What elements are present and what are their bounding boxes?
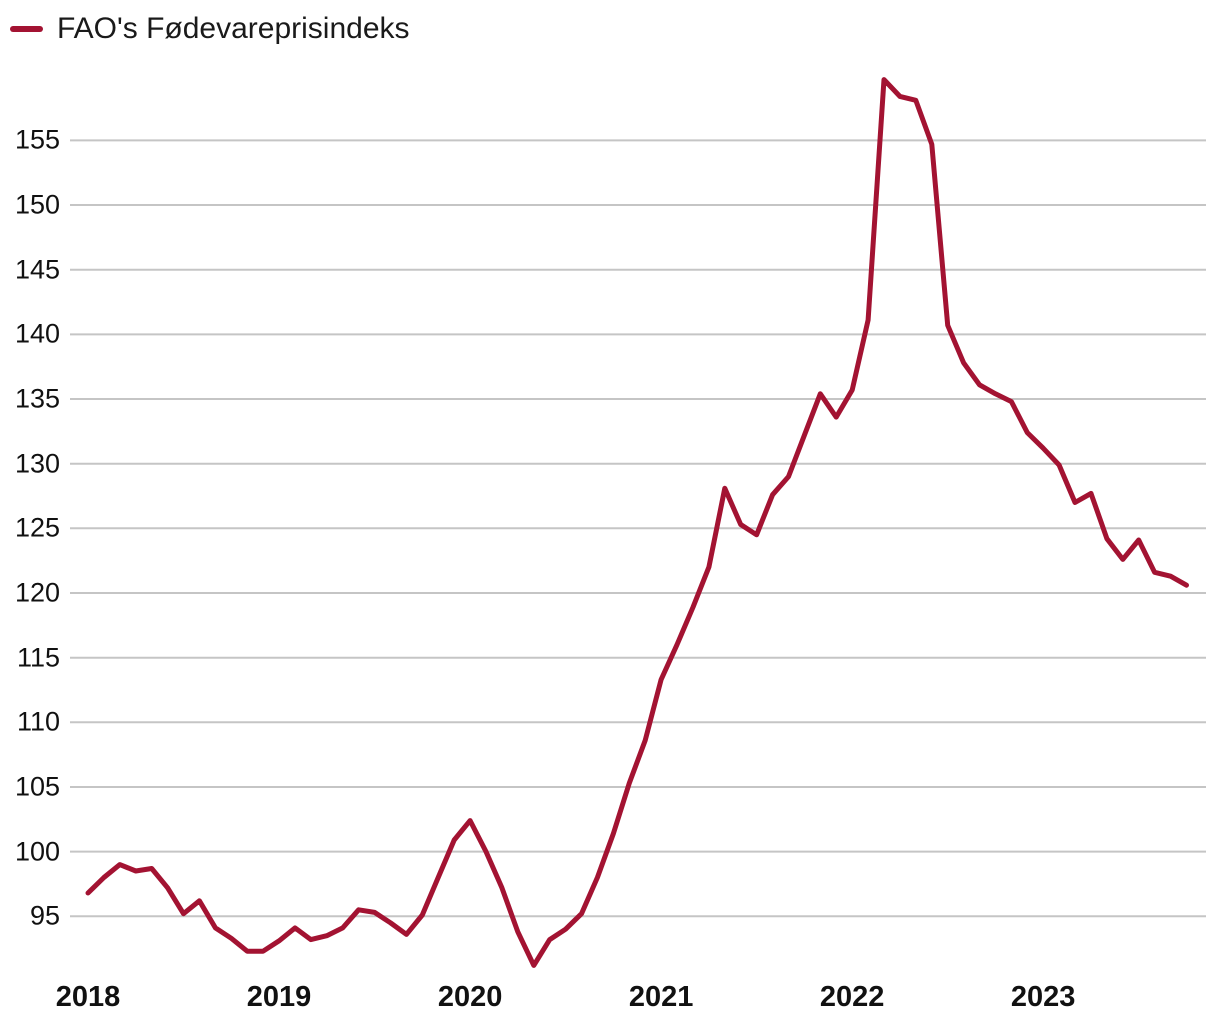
x-axis-tick-label-2023: 2023 (1010, 981, 1076, 1013)
y-axis-tick-label-120: 120 (14, 577, 60, 608)
x-axis-tick-label-2021: 2021 (628, 981, 694, 1013)
x-axis-tick-label-2019: 2019 (246, 981, 312, 1013)
y-axis-tick-label-105: 105 (14, 771, 60, 802)
y-axis-tick-label-135: 135 (14, 383, 60, 414)
y-axis-tick-label-115: 115 (16, 642, 60, 673)
y-axis-tick-label-140: 140 (14, 318, 60, 349)
y-axis-tick-label-95: 95 (29, 900, 60, 931)
x-axis-tick-label-2018: 2018 (55, 981, 121, 1013)
y-axis-tick-label-145: 145 (14, 254, 60, 285)
legend-label: FAO's Fødevareprisindeks (57, 12, 410, 45)
x-axis-tick-label-2022: 2022 (819, 981, 885, 1013)
y-axis-tick-label-125: 125 (14, 512, 60, 543)
legend: FAO's Fødevareprisindeks (10, 14, 410, 44)
y-axis-tick-label-130: 130 (14, 448, 60, 479)
y-axis-tick-label-150: 150 (14, 189, 60, 220)
y-axis-tick-label-110: 110 (16, 706, 60, 737)
legend-line-swatch (10, 26, 43, 32)
y-axis-tick-label-155: 155 (14, 124, 60, 155)
x-axis-tick-label-2020: 2020 (437, 981, 503, 1013)
y-axis-tick-label-100: 100 (14, 836, 60, 867)
price-index-line (85, 77, 1189, 968)
